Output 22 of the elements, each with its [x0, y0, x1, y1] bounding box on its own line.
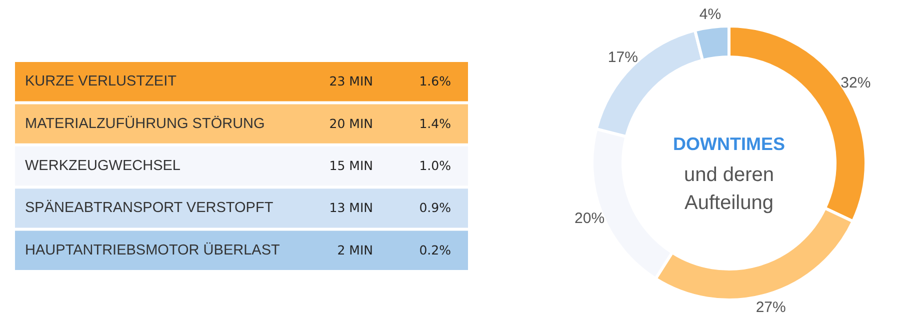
text: 0.2%: [419, 242, 452, 258]
data-label: 4%: [699, 6, 722, 24]
data-label: 20%: [574, 210, 605, 228]
category-label: KURZE VERLUSTZEIT: [25, 74, 177, 90]
text: 23 MIN: [329, 74, 373, 89]
category-label: SPÄNEABTRANSPORT VERSTOPFT: [25, 199, 274, 216]
text: 20 MIN: [329, 116, 373, 131]
text: 1.4%: [419, 116, 452, 131]
text: 15 MIN: [329, 158, 373, 173]
data-label: 32%: [840, 74, 871, 92]
data-label: 17%: [608, 48, 638, 66]
text: und deren Aufteilung: [684, 164, 774, 214]
text: 1.6%: [419, 74, 452, 89]
text: 1.0%: [419, 158, 452, 173]
category-label: MATERIALZUFÜHRUNG STÖRUNG: [25, 114, 265, 132]
data-label: 27%: [756, 299, 786, 316]
text: 2 MIN: [337, 242, 373, 258]
text: DOWNTIMES: [673, 134, 785, 154]
category-label: WERKZEUGWECHSEL: [25, 158, 180, 174]
category-label: HAUPTANTRIEBSMOTOR ÜBERLAST: [25, 241, 280, 258]
text: 0.9%: [419, 200, 452, 216]
text: 13 MIN: [329, 200, 373, 216]
